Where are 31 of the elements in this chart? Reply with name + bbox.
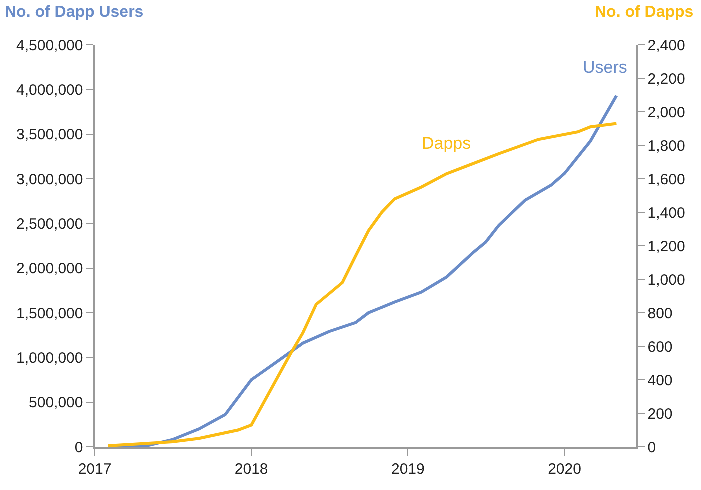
y2-tick-label: 800 (648, 305, 673, 322)
y-tick-label: 1,000,000 (16, 350, 84, 367)
y-tick-label: 4,000,000 (16, 82, 84, 99)
y2-tick-label: 2,400 (648, 37, 686, 54)
y-tick-label: 1,500,000 (16, 305, 84, 322)
y-tick-label: 3,000,000 (16, 171, 84, 188)
y2-tick-label: 0 (648, 439, 656, 456)
y2-tick-label: 1,400 (648, 204, 686, 222)
y-tick-label: 500,000 (29, 394, 84, 412)
y-tick-label: 2,000,000 (16, 260, 84, 278)
y2-tick-label: 2,200 (648, 70, 686, 88)
series-label: Users (583, 58, 628, 77)
y-tick-label: 4,500,000 (16, 37, 84, 54)
y-axis-title: No. of Dapp Users (5, 4, 144, 21)
y2-tick-label: 1,600 (648, 171, 686, 188)
x-tick-label: 2019 (392, 460, 425, 478)
y-tick-label: 3,500,000 (16, 126, 84, 144)
x-tick-label: 2017 (78, 460, 112, 478)
y2-tick-label: 1,800 (648, 138, 686, 155)
y2-tick-label: 1,000 (648, 272, 686, 289)
y2-tick-label: 1,200 (648, 238, 686, 256)
x-tick-label: 2020 (548, 460, 582, 478)
y-tick-label: 2,500,000 (16, 216, 84, 233)
y-tick-label: 0 (74, 439, 84, 456)
x-tick-label: 2018 (234, 460, 268, 478)
series-label: Dapps (422, 134, 472, 153)
y2-tick-label: 400 (648, 372, 673, 390)
y2-axis-title: No. of Dapps (595, 4, 694, 21)
y2-tick-label: 200 (648, 406, 673, 423)
y2-tick-label: 2,000 (648, 104, 686, 122)
y2-tick-label: 600 (648, 338, 673, 356)
